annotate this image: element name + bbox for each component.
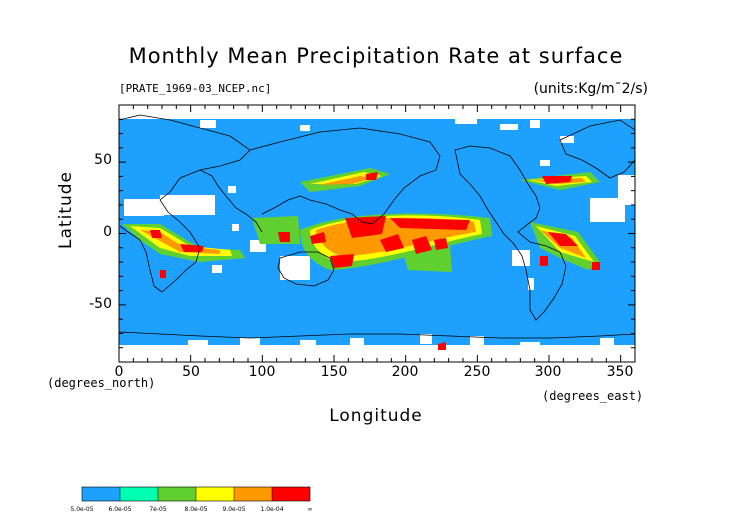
colorbar-swatch [120,487,158,501]
colorbar-swatch [272,487,310,501]
ytick-label: -50 [89,296,112,312]
colorbar-label: 6.0e-05 [108,506,132,513]
colorbar-swatch [158,487,196,501]
colorbar-label: 8.0e-05 [184,506,208,513]
x-axis-unit: (degrees_east) [542,389,644,403]
colorbar-swatch [82,487,120,501]
colorbar-label: 9.0e-05 [222,506,246,513]
colorbar-label: 5.0e-05 [70,506,94,513]
colorbar-label: ∞ [307,506,313,513]
colorbar-label: 1.0e-04 [260,506,284,513]
axis-ticks [118,105,636,362]
y-axis-unit: (degrees_north) [47,376,156,390]
ytick-label: 50 [94,152,112,168]
coastlines [119,114,635,339]
xtick-label: 100 [248,364,276,380]
precip-red [150,172,600,350]
y-axis-label: Latitude [56,171,76,249]
colorbar-swatch [196,487,234,501]
xtick-label: 200 [391,364,419,380]
xtick-label: 50 [182,364,200,380]
file-label: [PRATE_1969-03_NCEP.nc] [119,82,272,95]
xtick-label: 300 [534,364,562,380]
xtick-label: 0 [114,364,124,380]
map-title: Monthly Mean Precipitation Rate at surfa… [128,44,624,68]
colorbar-label: 7e-05 [149,506,167,513]
colorbar [81,486,311,502]
units-label: (units:Kg/m¯2/s) [533,81,648,97]
ytick-label: 0 [103,224,112,240]
xtick-label: 350 [606,364,634,380]
xtick-label: 150 [320,364,348,380]
colorbar-swatch [234,487,272,501]
x-axis-label: Longitude [329,406,423,426]
xtick-label: 250 [463,364,491,380]
